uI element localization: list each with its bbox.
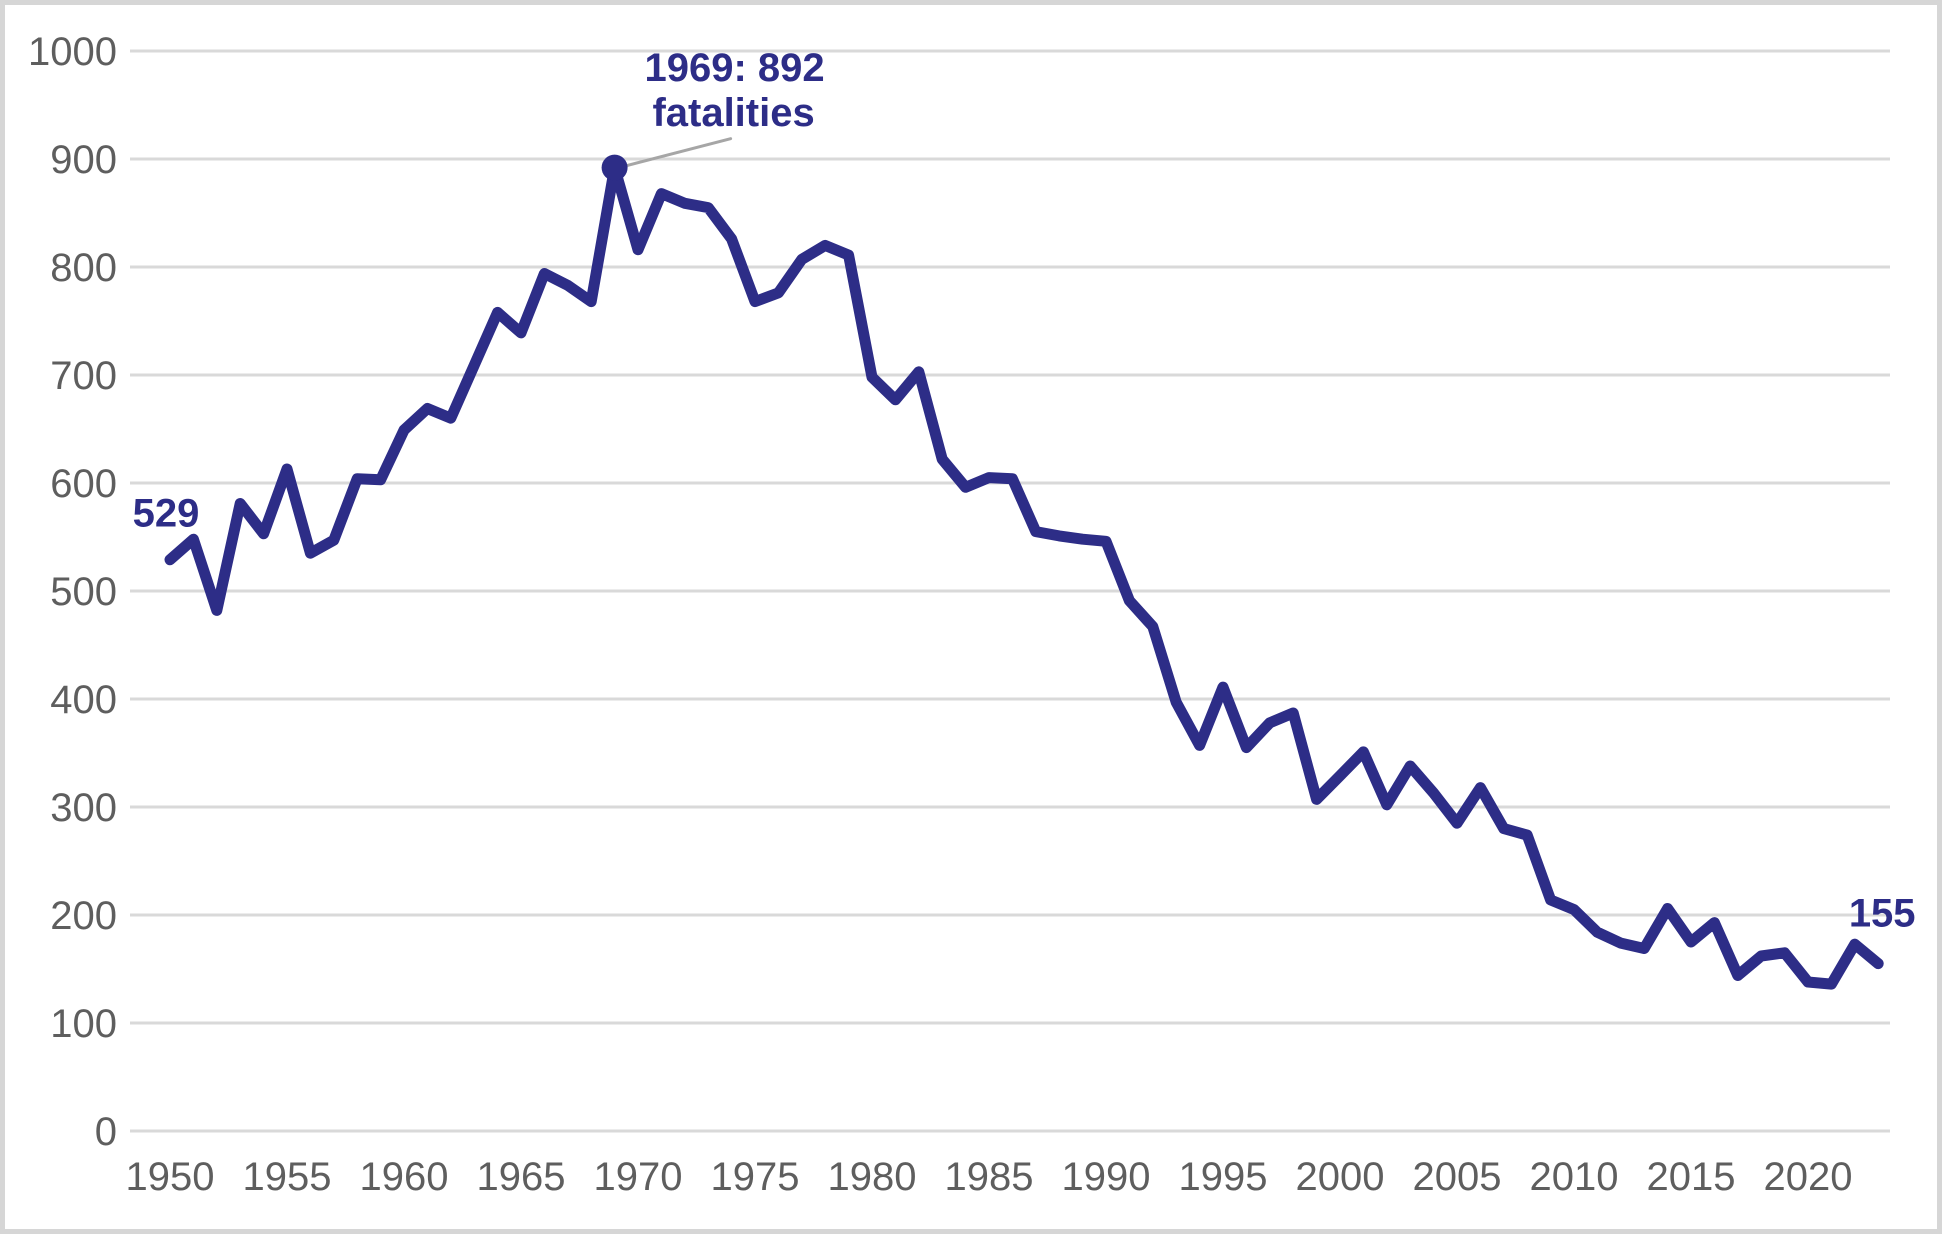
- x-axis-labels: 1950 1955 1960 1965 1970 1975 1980 1985 1990 1995…: [126, 1155, 1853, 1199]
- x-tick-label-1955: 1955: [243, 1155, 332, 1199]
- x-tick-label-2010: 2010: [1530, 1155, 1619, 1199]
- x-tick-label-1990: 1990: [1062, 1155, 1151, 1199]
- start-value-label: 529: [133, 492, 200, 536]
- y-tick-label-900: 900: [50, 138, 117, 182]
- peak-annotation-line1: 1969: 892: [645, 46, 825, 90]
- y-tick-label-700: 700: [50, 354, 117, 398]
- x-tick-label-1965: 1965: [477, 1155, 566, 1199]
- y-tick-label-300: 300: [50, 786, 117, 830]
- x-tick-label-1960: 1960: [360, 1155, 449, 1199]
- fatalities-line: [164, 162, 1884, 990]
- y-tick-label-800: 800: [50, 246, 117, 290]
- gridlines: [130, 49, 1890, 1133]
- x-tick-label-2020: 2020: [1764, 1155, 1853, 1199]
- x-tick-label-1995: 1995: [1179, 1155, 1268, 1199]
- x-tick-label-1975: 1975: [711, 1155, 800, 1199]
- peak-marker: [601, 154, 628, 181]
- y-tick-label-600: 600: [50, 462, 117, 506]
- annotation-leader-line: [621, 137, 733, 169]
- end-value-label: 155: [1849, 892, 1916, 936]
- y-tick-label-200: 200: [50, 894, 117, 938]
- x-tick-label-2000: 2000: [1296, 1155, 1385, 1199]
- y-tick-label-400: 400: [50, 678, 117, 722]
- x-tick-label-2005: 2005: [1413, 1155, 1502, 1199]
- y-tick-label-100: 100: [50, 1002, 117, 1046]
- y-tick-label-500: 500: [50, 570, 117, 614]
- x-tick-label-1970: 1970: [594, 1155, 683, 1199]
- x-tick-label-1980: 1980: [828, 1155, 917, 1199]
- y-axis-labels: 0 100 200 300 400 500 600 700 800 900 1000: [28, 30, 117, 1154]
- y-tick-label-1000: 1000: [28, 30, 117, 74]
- peak-annotation-line2: fatalities: [652, 91, 814, 135]
- x-tick-label-2015: 2015: [1647, 1155, 1736, 1199]
- x-tick-label-1950: 1950: [126, 1155, 215, 1199]
- x-tick-label-1985: 1985: [945, 1155, 1034, 1199]
- y-tick-label-0: 0: [95, 1110, 117, 1154]
